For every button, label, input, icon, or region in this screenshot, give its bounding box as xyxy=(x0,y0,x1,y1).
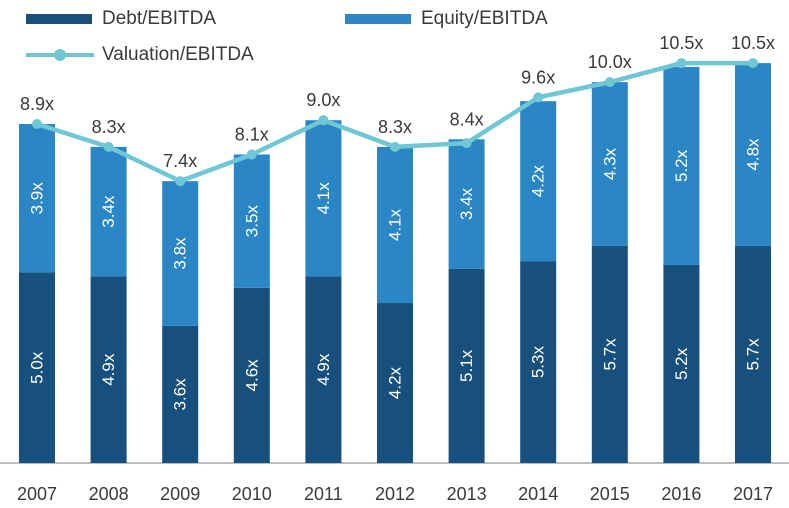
valuation-point-2014 xyxy=(533,92,544,103)
bar-debt-2016 xyxy=(663,264,700,463)
x-tick-2016: 2016 xyxy=(661,484,701,504)
bar-debt-2014 xyxy=(520,261,557,463)
label-debt-2017: 5.7x xyxy=(744,338,763,371)
bar-debt-2012 xyxy=(377,303,413,463)
label-equity-2017: 4.8x xyxy=(744,138,763,171)
valuation-point-2017 xyxy=(748,58,758,69)
bar-equity-2017 xyxy=(735,63,771,246)
label-debt-2010: 4.6x xyxy=(242,359,261,392)
label-equity-2011: 4.1x xyxy=(314,182,333,215)
label-debt-2009: 3.6x xyxy=(171,378,190,411)
valuation-point-2011 xyxy=(318,115,329,126)
label-debt-2012: 4.2x xyxy=(386,366,405,399)
label-equity-2009: 3.8x xyxy=(171,237,190,270)
bar-equity-2011 xyxy=(305,120,342,277)
label-debt-2011: 4.9x xyxy=(314,353,333,386)
bar-debt-2007 xyxy=(19,272,55,463)
x-tick-2014: 2014 xyxy=(518,484,558,504)
label-debt-2014: 5.3x xyxy=(529,346,548,379)
label-valuation-2013: 8.4x xyxy=(450,109,484,129)
valuation-point-2016 xyxy=(676,58,687,69)
bar-equity-2009 xyxy=(162,181,199,326)
x-tick-2008: 2008 xyxy=(89,484,129,504)
label-valuation-2014: 9.6x xyxy=(521,67,555,87)
label-debt-2008: 4.9x xyxy=(99,353,118,386)
valuation-point-2007 xyxy=(32,119,42,130)
label-valuation-2007: 8.9x xyxy=(20,94,54,114)
legend-label-valuation: Valuation/EBITDA xyxy=(102,44,254,65)
x-tick-2011: 2011 xyxy=(304,484,343,504)
legend-item-debt: Debt/EBITDA xyxy=(26,8,216,30)
legend-item-valuation: Valuation/EBITDA xyxy=(26,44,254,66)
label-valuation-2012: 8.3x xyxy=(378,117,412,137)
label-debt-2016: 5.2x xyxy=(672,347,691,380)
x-tick-2009: 2009 xyxy=(160,484,200,504)
label-valuation-2009: 7.4x xyxy=(163,151,197,171)
label-valuation-2015: 10.0x xyxy=(588,52,632,72)
label-equity-2014: 4.2x xyxy=(529,165,548,198)
x-tick-2017: 2017 xyxy=(733,484,773,504)
legend-swatch-debt xyxy=(26,14,92,24)
bar-equity-2007 xyxy=(19,124,55,273)
bar-debt-2015 xyxy=(591,245,628,463)
label-equity-2012: 4.1x xyxy=(386,208,405,241)
bar-equity-2013 xyxy=(448,139,485,269)
label-debt-2013: 5.1x xyxy=(457,349,476,382)
bar-debt-2009 xyxy=(162,325,199,463)
legend-label-equity: Equity/EBITDA xyxy=(421,8,548,29)
label-equity-2010: 3.5x xyxy=(242,205,261,238)
valuation-point-2012 xyxy=(390,141,400,152)
x-tick-2010: 2010 xyxy=(232,484,272,504)
bar-equity-2016 xyxy=(663,66,700,265)
bar-equity-2010 xyxy=(233,154,270,288)
label-equity-2016: 5.2x xyxy=(672,149,691,182)
label-equity-2008: 3.4x xyxy=(99,195,118,228)
bar-equity-2012 xyxy=(377,146,413,304)
valuation-point-2010 xyxy=(246,149,257,160)
x-tick-2015: 2015 xyxy=(590,484,630,504)
bar-debt-2011 xyxy=(305,276,342,463)
bar-debt-2017 xyxy=(735,245,771,463)
label-valuation-2011: 9.0x xyxy=(306,90,340,110)
label-valuation-2017: 10.5x xyxy=(731,33,775,53)
bar-debt-2013 xyxy=(448,268,485,463)
label-valuation-2008: 8.3x xyxy=(92,117,126,137)
legend-label-debt: Debt/EBITDA xyxy=(102,8,217,29)
label-equity-2015: 4.3x xyxy=(600,147,619,180)
valuation-point-2008 xyxy=(103,141,114,152)
valuation-point-2013 xyxy=(461,138,472,149)
bar-equity-2014 xyxy=(520,101,557,262)
valuation-point-2015 xyxy=(604,77,615,88)
x-tick-2007: 2007 xyxy=(17,484,57,504)
label-equity-2007: 3.9x xyxy=(28,182,47,215)
label-valuation-2016: 10.5x xyxy=(659,33,703,53)
bar-equity-2008 xyxy=(90,146,127,277)
bar-debt-2008 xyxy=(90,276,127,463)
bar-equity-2015 xyxy=(591,82,628,246)
legend-swatch-valuation xyxy=(26,49,94,61)
bar-debt-2010 xyxy=(233,287,270,463)
label-equity-2013: 3.4x xyxy=(457,187,476,220)
x-tick-2012: 2012 xyxy=(375,484,415,504)
valuation-point-2009 xyxy=(175,176,186,187)
label-debt-2007: 5.0x xyxy=(28,351,47,384)
label-valuation-2010: 8.1x xyxy=(235,124,269,144)
x-tick-2013: 2013 xyxy=(447,484,487,504)
label-debt-2015: 5.7x xyxy=(600,338,619,371)
legend-item-equity: Equity/EBITDA xyxy=(345,8,548,30)
legend-swatch-equity xyxy=(345,14,411,24)
